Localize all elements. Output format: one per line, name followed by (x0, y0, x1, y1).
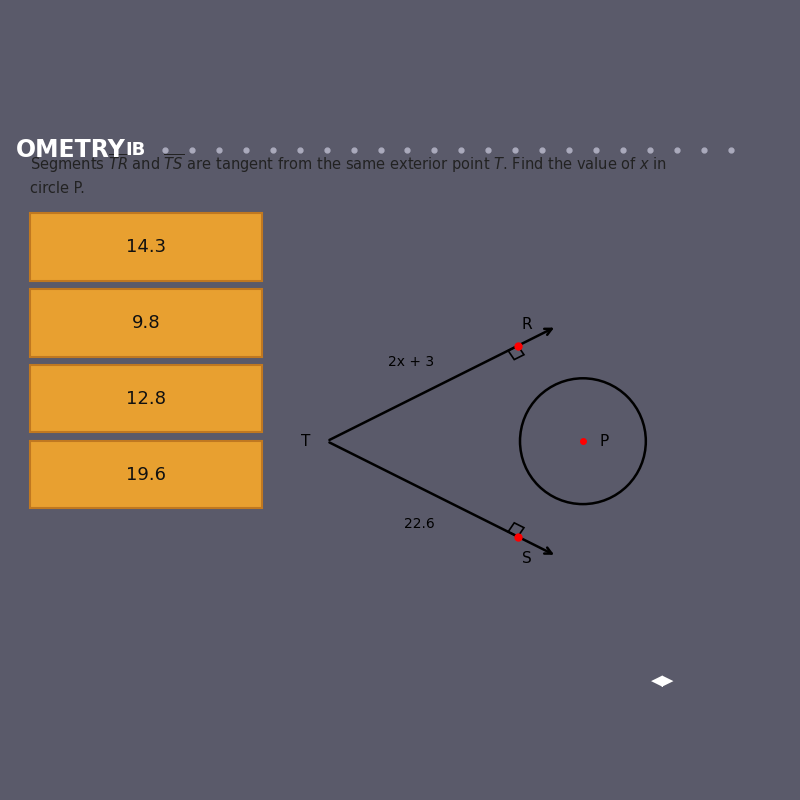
FancyBboxPatch shape (30, 366, 262, 433)
Text: Segments $\overline{TR}$ and $\overline{TS}$ are tangent from the same exterior : Segments $\overline{TR}$ and $\overline{… (30, 152, 667, 174)
Text: circle P.: circle P. (30, 182, 86, 196)
Text: 9.8: 9.8 (132, 314, 161, 332)
FancyBboxPatch shape (30, 214, 262, 281)
Text: IB: IB (126, 141, 146, 159)
Text: S: S (522, 551, 531, 566)
Text: T: T (301, 434, 310, 449)
Text: 2x + 3: 2x + 3 (388, 355, 434, 370)
FancyBboxPatch shape (30, 442, 262, 508)
Text: 22.6: 22.6 (405, 518, 435, 531)
FancyBboxPatch shape (30, 290, 262, 357)
Text: 14.3: 14.3 (126, 238, 166, 256)
Text: OMETRY: OMETRY (15, 138, 126, 162)
Text: 12.8: 12.8 (126, 390, 166, 408)
Text: R: R (522, 317, 532, 331)
Text: P: P (600, 434, 610, 449)
Text: 19.6: 19.6 (126, 466, 166, 484)
Text: ◀▶: ◀▶ (650, 673, 674, 688)
